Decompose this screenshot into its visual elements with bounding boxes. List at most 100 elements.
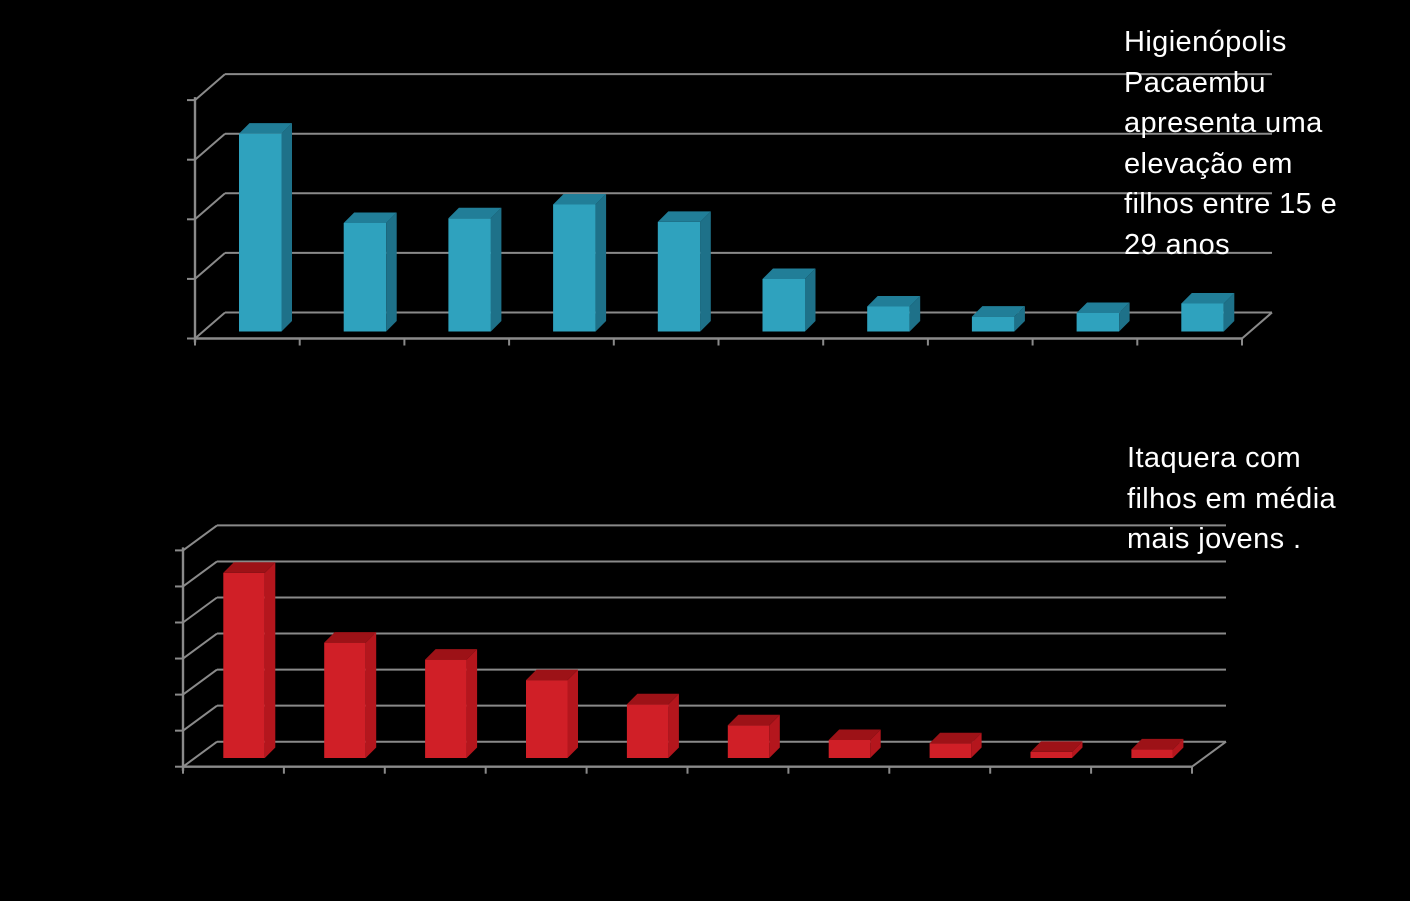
bar-front-face xyxy=(867,306,910,332)
higienopolis_pacaembu-bar-7 xyxy=(867,295,921,332)
annotation-line: mais jovens . xyxy=(1127,523,1302,556)
depth-diagonal xyxy=(182,632,218,660)
bar-front-face xyxy=(727,725,770,758)
bar-side-face xyxy=(1072,741,1083,758)
itaquera-bar-2 xyxy=(324,632,377,758)
bar-top-face xyxy=(553,194,607,205)
itaquera-bar-10 xyxy=(1131,738,1184,758)
depth-diagonal xyxy=(182,668,218,696)
higienopolis_pacaembu-bar-4 xyxy=(553,194,607,332)
bar-top-face xyxy=(425,649,478,660)
annotation-line: Itaquera com xyxy=(1127,442,1302,474)
bar-front-face xyxy=(828,739,871,758)
higienopolis_pacaembu-bar-1 xyxy=(239,123,292,332)
floor-right-diagonal xyxy=(1191,740,1227,768)
bar-top-face xyxy=(867,295,921,307)
bar-front-face xyxy=(239,133,282,332)
itaquera-bar-3 xyxy=(425,649,478,758)
higienopolis_pacaembu-bar-9 xyxy=(1076,302,1130,332)
bar-side-face xyxy=(1014,306,1025,332)
itaquera-bar-7 xyxy=(828,729,881,758)
depth-diagonal xyxy=(182,704,218,732)
bar-top-face xyxy=(1181,292,1235,304)
bar-front-face xyxy=(626,704,669,758)
bar-top-face xyxy=(448,207,502,219)
bar-side-face xyxy=(805,268,816,332)
bar-front-face xyxy=(448,218,491,332)
bar-side-face xyxy=(466,649,478,758)
annotation-higienopolis: Higienópolis Pacaembu apresenta uma elev… xyxy=(1124,22,1337,266)
higienopolis_pacaembu-chart xyxy=(187,73,1273,346)
bar-front-face xyxy=(1131,749,1173,758)
bar-top-face xyxy=(324,632,377,643)
bar-side-face xyxy=(1172,738,1184,758)
bar-top-face xyxy=(1076,302,1130,314)
annotation-line: Higienópolis xyxy=(1124,26,1287,58)
bar-top-face xyxy=(223,562,276,573)
bar-front-face xyxy=(425,659,467,758)
annotation-line: filhos entre 15 e xyxy=(1124,188,1338,221)
depth-diagonal xyxy=(194,192,226,221)
bar-top-face xyxy=(929,732,982,744)
bar-top-face xyxy=(762,268,816,280)
bar-top-face xyxy=(657,211,711,222)
annotation-line: filhos em média xyxy=(1127,482,1337,515)
bar-top-face xyxy=(526,669,578,681)
depth-diagonal xyxy=(194,311,226,340)
depth-diagonal xyxy=(182,740,218,768)
higienopolis_pacaembu-bar-8 xyxy=(971,306,1025,332)
itaquera-bar-8 xyxy=(929,732,982,758)
bar-top-face xyxy=(1131,738,1184,750)
bar-side-face xyxy=(595,194,607,332)
depth-diagonal xyxy=(182,596,218,624)
higienopolis_pacaembu-bar-2 xyxy=(343,212,397,332)
bar-front-face xyxy=(1030,751,1072,758)
bar-side-face xyxy=(365,632,377,758)
bar-top-face xyxy=(971,306,1025,317)
bar-front-face xyxy=(971,316,1015,332)
higienopolis_pacaembu-bar-3 xyxy=(448,207,502,332)
itaquera-bar-9 xyxy=(1030,741,1083,758)
itaquera-bar-1 xyxy=(223,562,276,758)
bar-front-face xyxy=(223,572,265,758)
bar-side-face xyxy=(870,729,881,758)
annotation-line: elevação em xyxy=(1124,147,1293,180)
annotation-line: 29 anos xyxy=(1124,228,1230,261)
annotation-line: Pacaembu xyxy=(1124,66,1266,99)
itaquera-chart xyxy=(175,524,1227,774)
annotation-itaquera: Itaquera com filhos em média mais jovens… xyxy=(1127,438,1336,560)
bar-top-face xyxy=(626,693,679,705)
bar-top-face xyxy=(239,123,292,134)
depth-diagonal xyxy=(182,560,218,588)
bar-side-face xyxy=(668,693,679,758)
bar-top-face xyxy=(828,729,881,740)
bar-side-face xyxy=(567,669,578,758)
itaquera-bar-6 xyxy=(727,714,780,758)
higienopolis_pacaembu-bar-6 xyxy=(762,268,816,332)
higienopolis_pacaembu-bar-5 xyxy=(657,211,711,332)
depth-diagonal xyxy=(182,524,218,552)
bar-side-face xyxy=(1223,292,1235,332)
bar-front-face xyxy=(929,743,972,758)
bar-side-face xyxy=(386,212,397,332)
bar-side-face xyxy=(490,207,502,332)
bar-front-face xyxy=(762,279,805,332)
bar-front-face xyxy=(343,223,387,332)
bar-side-face xyxy=(1119,302,1130,332)
bar-front-face xyxy=(324,642,366,758)
higienopolis_pacaembu-bar-10 xyxy=(1181,292,1235,332)
itaquera-bar-5 xyxy=(626,693,679,758)
bar-side-face xyxy=(264,562,276,758)
depth-diagonal xyxy=(194,73,226,101)
depth-diagonal xyxy=(194,132,226,161)
bar-top-face xyxy=(343,212,397,224)
annotation-line: apresenta uma xyxy=(1124,107,1323,140)
bar-top-face xyxy=(727,714,780,726)
depth-diagonal xyxy=(194,252,226,280)
bar-front-face xyxy=(553,204,596,332)
bar-side-face xyxy=(769,714,780,758)
bar-side-face xyxy=(281,123,292,332)
bar-front-face xyxy=(1181,303,1224,332)
